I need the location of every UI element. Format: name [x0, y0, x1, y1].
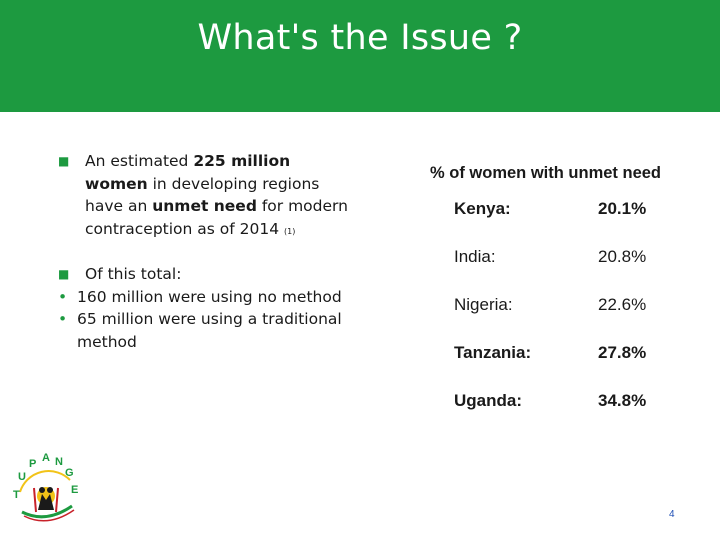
footnote-ref: (1) [284, 226, 296, 236]
slide-title: What's the Issue ? [197, 18, 523, 58]
sub-bullet-text: 160 million were using no method [77, 287, 342, 306]
header-banner: What's the Issue ? [0, 0, 720, 112]
bullet-text-total: Of this total: [85, 265, 182, 283]
bullet-item-total: ■ Of this total: [58, 263, 358, 286]
logo-letter: A [42, 452, 50, 464]
bullet-text-strong-women: 225 million women [85, 152, 291, 193]
square-bullet-icon: ■ [58, 154, 70, 168]
bullet-text-post: for modern contraception as of 2014 [85, 197, 348, 238]
country-value: 34.8% [598, 391, 647, 410]
bullet-text-mid: in developing regions have an [85, 174, 320, 216]
logo-letter: P [29, 458, 36, 470]
country-name: Uganda: [454, 391, 522, 410]
dot-bullet-icon: • [58, 287, 68, 306]
sub-bullet-text: 65 million were using a traditional meth… [77, 310, 342, 351]
page-number: 4 [669, 509, 675, 520]
square-bullet-icon: ■ [58, 267, 70, 281]
sub-bullet-traditional-method: • 65 million were using a traditional me… [58, 308, 358, 353]
country-value: 27.8% [598, 343, 647, 362]
country-value: 20.1% [598, 199, 647, 218]
bullet-item-unmet-need: ■ An estimated 225 million women in deve… [58, 150, 358, 243]
dot-bullet-icon: • [58, 310, 68, 328]
country-name: India: [454, 247, 496, 266]
logo-letter: T [13, 489, 20, 501]
country-name: Kenya: [454, 199, 511, 218]
logo-letter: E [71, 484, 78, 496]
logo-letter: N [55, 456, 63, 468]
country-value: 22.6% [598, 295, 647, 314]
bullet-list: ■ An estimated 225 million women in deve… [58, 150, 358, 353]
logo-letter: U [18, 471, 26, 483]
bullet-text-pre: An estimated [85, 152, 194, 170]
country-name: Nigeria: [454, 295, 513, 314]
bullet-text-strong-unmet: unmet need [152, 197, 257, 215]
country-name: Tanzania: [454, 343, 532, 362]
unmet-need-heading: % of women with unmet need [430, 164, 662, 182]
country-value: 20.8% [598, 247, 647, 266]
sub-bullet-no-method: • 160 million were using no method [58, 286, 358, 309]
tupange-logo: T U P A N G E [13, 452, 78, 522]
logo-letter: G [65, 467, 74, 479]
